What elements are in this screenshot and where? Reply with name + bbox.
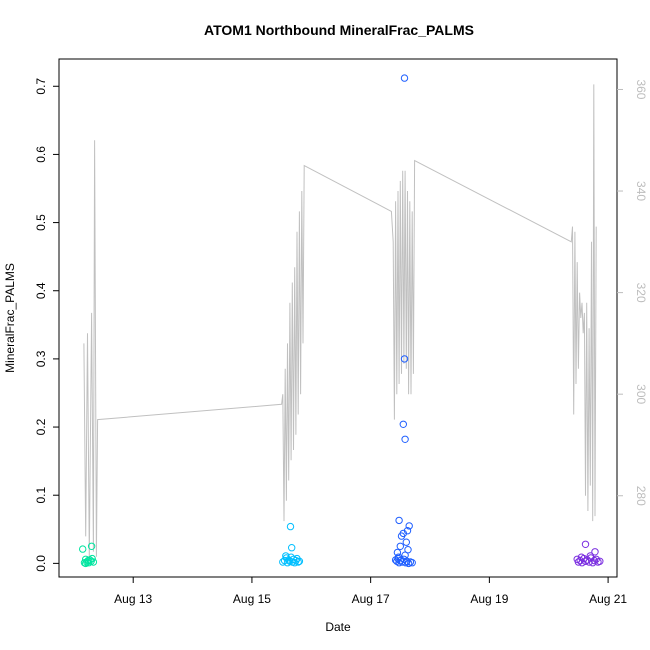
- data-point: [295, 557, 304, 565]
- data-point: [402, 538, 410, 546]
- data-point: [286, 522, 295, 531]
- data-point: [294, 558, 302, 566]
- x-tick-label: Aug 15: [233, 592, 271, 606]
- data-point: [282, 552, 290, 560]
- y2-axis: 280 300 320 340 360: [617, 79, 648, 506]
- data-point: [577, 553, 586, 561]
- x-tick-label: Aug 17: [352, 592, 390, 606]
- x-axis-label: Date: [325, 620, 351, 634]
- x-tick-label: Aug 21: [589, 592, 627, 606]
- data-point: [400, 74, 409, 82]
- data-point: [404, 546, 412, 554]
- data-point: [399, 420, 407, 428]
- y-tick-label: 0.7: [34, 78, 48, 95]
- secondary-line-layer: [83, 84, 597, 557]
- y-tick-label: 0.4: [34, 282, 48, 299]
- x-tick-label: Aug 13: [114, 592, 152, 606]
- y2-tick-label: 340: [634, 181, 648, 201]
- y-tick-label: 0.2: [34, 418, 48, 435]
- y-tick-label: 0.6: [34, 146, 48, 163]
- data-point: [405, 522, 413, 530]
- data-point: [400, 355, 409, 363]
- secondary-series-line: [83, 84, 597, 557]
- data-point: [394, 553, 403, 561]
- data-point: [576, 556, 584, 565]
- data-point: [404, 559, 413, 568]
- data-point: [82, 555, 90, 563]
- data-point: [395, 516, 403, 525]
- y-tick-label: 0.3: [34, 350, 48, 367]
- y-tick-label: 0.0: [34, 555, 48, 572]
- y-axis: 0.0 0.1 0.2 0.3 0.4 0.5 0.6 0.7: [34, 78, 59, 572]
- data-point: [401, 435, 409, 443]
- data-point: [590, 556, 599, 565]
- data-point: [591, 548, 599, 556]
- data-point: [581, 540, 590, 548]
- y-tick-label: 0.5: [34, 214, 48, 231]
- data-point: [408, 559, 416, 567]
- data-point: [396, 542, 404, 550]
- data-point: [397, 532, 406, 540]
- y2-tick-label: 320: [634, 283, 648, 303]
- y2-tick-label: 300: [634, 384, 648, 404]
- data-point: [403, 557, 411, 565]
- data-point: [79, 545, 87, 553]
- y-axis-label: MineralFrac_PALMS: [3, 263, 17, 373]
- points-layer: [79, 74, 604, 568]
- data-point: [586, 552, 594, 560]
- plot-frame: [58, 58, 618, 578]
- x-tick-label: Aug 19: [470, 592, 508, 606]
- data-point: [87, 542, 96, 550]
- data-point: [288, 544, 296, 552]
- y2-tick-label: 360: [634, 79, 648, 99]
- data-point: [596, 557, 604, 565]
- data-point: [80, 559, 89, 567]
- data-point: [581, 557, 590, 565]
- x-axis: Aug 13 Aug 15 Aug 17 Aug 19 Aug 21: [114, 577, 627, 606]
- chart-title: ATOM1 Northbound MineralFrac_PALMS: [204, 22, 474, 38]
- y-tick-label: 0.1: [34, 487, 48, 504]
- data-point: [401, 551, 409, 559]
- data-point: [89, 558, 98, 566]
- y2-tick-label: 280: [634, 486, 648, 506]
